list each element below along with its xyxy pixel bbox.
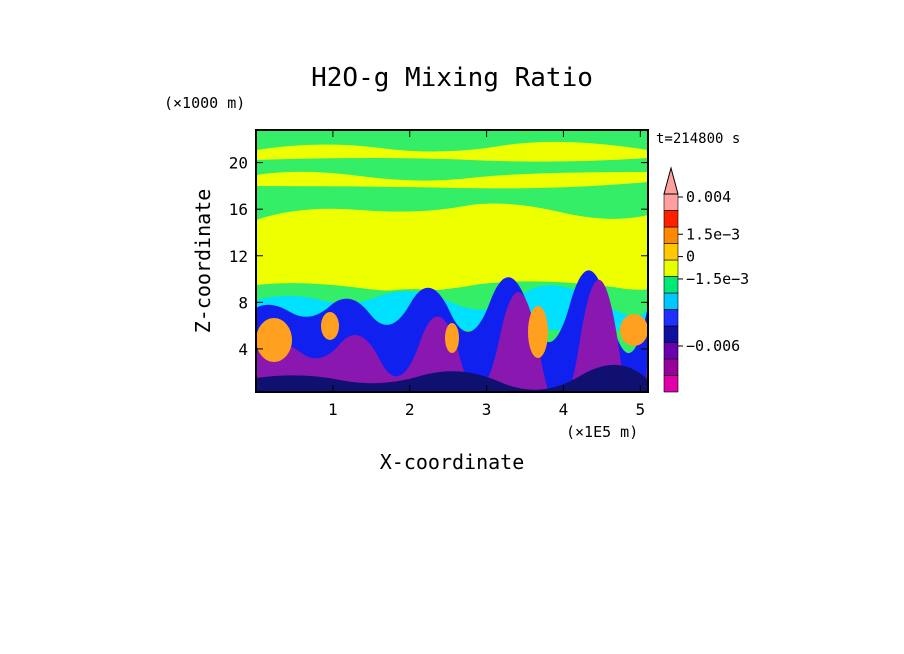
colorbar-segment <box>663 358 679 376</box>
colorbar-segment <box>663 193 679 211</box>
colorbar-segment <box>663 292 679 310</box>
contour-orange-plume <box>256 318 292 362</box>
chart-title: H2O-g Mixing Ratio <box>311 63 593 93</box>
y-tick-label: 20 <box>229 154 248 173</box>
time-label: t=214800 s <box>656 131 740 147</box>
contour-orange-plume <box>321 312 339 340</box>
colorbar-segment <box>663 226 679 244</box>
colorbar-segment <box>663 342 679 360</box>
y-unit-label: (×1000 m) <box>164 94 245 112</box>
y-tick-label: 8 <box>238 293 248 312</box>
x-unit-label: (×1E5 m) <box>566 423 638 441</box>
x-axis-ticks: 1 2 3 4 5 <box>328 130 645 419</box>
contour-field <box>256 130 648 392</box>
colorbar-triangle <box>663 166 679 195</box>
x-tick-label: 1 <box>328 400 338 419</box>
contour-orange-plume <box>620 314 648 346</box>
x-tick-label: 5 <box>635 400 645 419</box>
colorbar-segment <box>663 243 679 261</box>
colorbar-segment <box>663 325 679 343</box>
x-tick-label: 2 <box>405 400 415 419</box>
y-tick-label: 16 <box>229 200 248 219</box>
y-tick-label: 12 <box>229 247 248 266</box>
colorbar-segment <box>663 276 679 294</box>
x-tick-label: 3 <box>482 400 492 419</box>
colorbar-label: 0.004 <box>686 188 731 206</box>
colorbar-label: −1.5e−3 <box>686 270 749 288</box>
contour-orange-plume <box>445 323 459 353</box>
colorbar-label: 0 <box>686 248 695 266</box>
colorbar-label: −0.006 <box>686 337 740 355</box>
y-axis-ticks: 4 8 12 16 20 <box>229 154 648 359</box>
y-tick-label: 4 <box>238 340 248 359</box>
x-tick-label: 4 <box>559 400 569 419</box>
contour-dark-navy-base <box>256 364 648 392</box>
colorbar: 0.004 1.5e−3 0 −1.5e−3 −0.006 <box>663 166 749 393</box>
plot-frame <box>255 129 649 393</box>
x-axis-label: X-coordinate <box>380 450 525 474</box>
colorbar-label: 1.5e−3 <box>686 225 740 243</box>
colorbar-segment <box>663 210 679 228</box>
contour-upper-yellow-band-2 <box>256 171 648 189</box>
colorbar-segment <box>663 309 679 327</box>
contour-orange-plume <box>528 306 548 358</box>
contour-upper-yellow-band <box>256 141 648 162</box>
y-axis-label: Z-coordinate <box>191 189 215 334</box>
colorbar-segment <box>663 259 679 277</box>
contour-mid-yellow-region <box>256 203 648 296</box>
colorbar-segment <box>663 375 679 393</box>
